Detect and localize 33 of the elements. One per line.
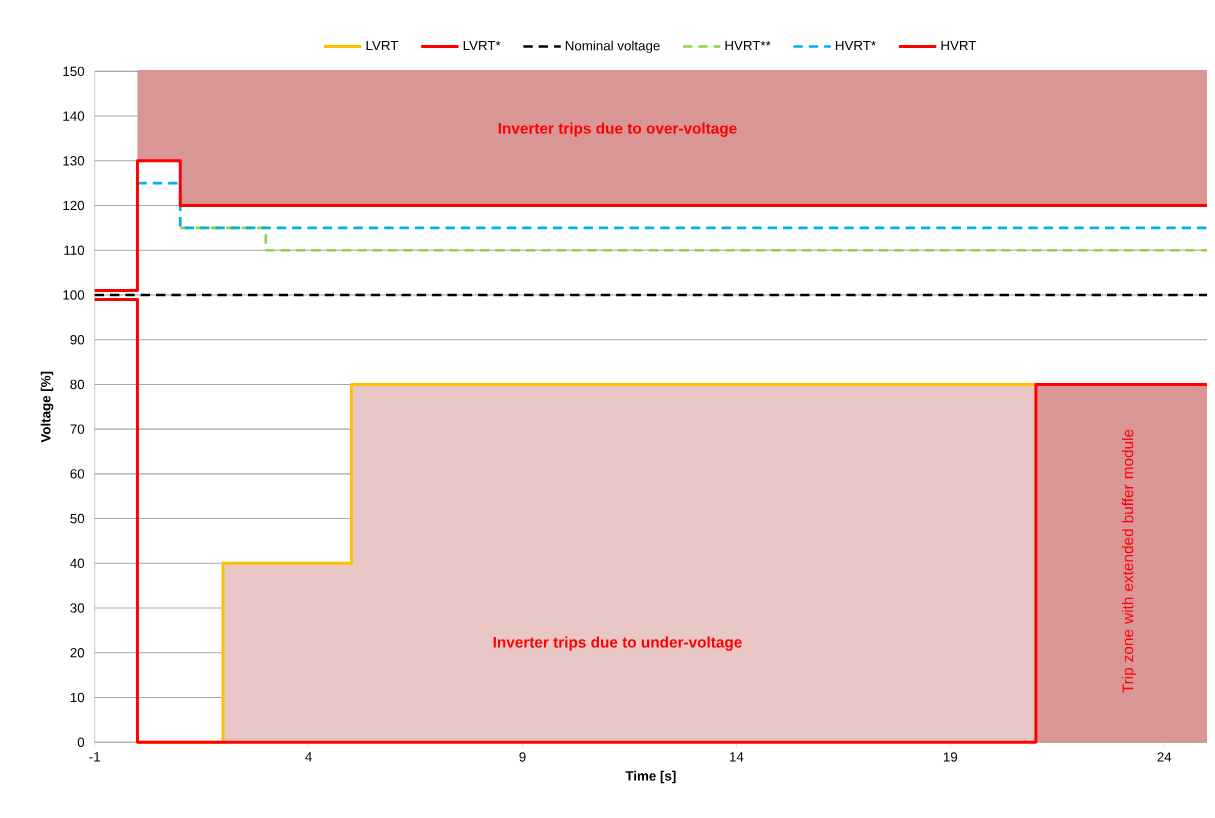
y-tick-label: 20 xyxy=(70,647,85,658)
legend-label: HVRT* xyxy=(835,40,876,50)
x-tick-label: 4 xyxy=(305,752,312,762)
y-tick-label: 10 xyxy=(70,692,85,703)
y-tick-label: 140 xyxy=(63,111,85,121)
x-tick-label: -1 xyxy=(89,752,100,762)
legend-label: LVRT* xyxy=(463,40,501,50)
x-tick-label: 19 xyxy=(943,752,958,762)
x-axis-title: Time [s] xyxy=(625,770,676,784)
y-tick-label: 130 xyxy=(63,155,85,166)
annotation: Trip zone with extended buffer module xyxy=(1121,429,1137,693)
y-tick-label: 120 xyxy=(63,200,85,211)
y-tick-label: 110 xyxy=(64,245,85,255)
y-tick-label: 90 xyxy=(70,334,85,345)
y-tick-label: 40 xyxy=(70,558,85,568)
x-tick-label: 24 xyxy=(1157,752,1172,762)
y-tick-label: 70 xyxy=(70,424,85,434)
y-tick-label: 100 xyxy=(63,290,85,300)
x-tick-label: 14 xyxy=(730,752,744,762)
x-tick-label: 9 xyxy=(519,752,526,762)
annotation: Inverter trips due to over-voltage xyxy=(498,122,737,137)
legend-label: HVRT xyxy=(941,40,977,50)
legend-label: HVRT** xyxy=(725,40,771,50)
y-tick-label: 0 xyxy=(77,737,85,747)
y-tick-label: 30 xyxy=(70,603,85,613)
y-tick-label: 50 xyxy=(70,513,85,524)
y-tick-label: 60 xyxy=(70,469,85,479)
annotation: Inverter trips due to under-voltage xyxy=(493,636,742,651)
y-axis-title: Voltage [%] xyxy=(40,371,54,443)
legend-label: Nominal voltage xyxy=(565,40,660,53)
legend-label: LVRT xyxy=(366,40,399,50)
y-tick-label: 80 xyxy=(70,379,85,390)
y-tick-label: 150 xyxy=(63,66,85,76)
